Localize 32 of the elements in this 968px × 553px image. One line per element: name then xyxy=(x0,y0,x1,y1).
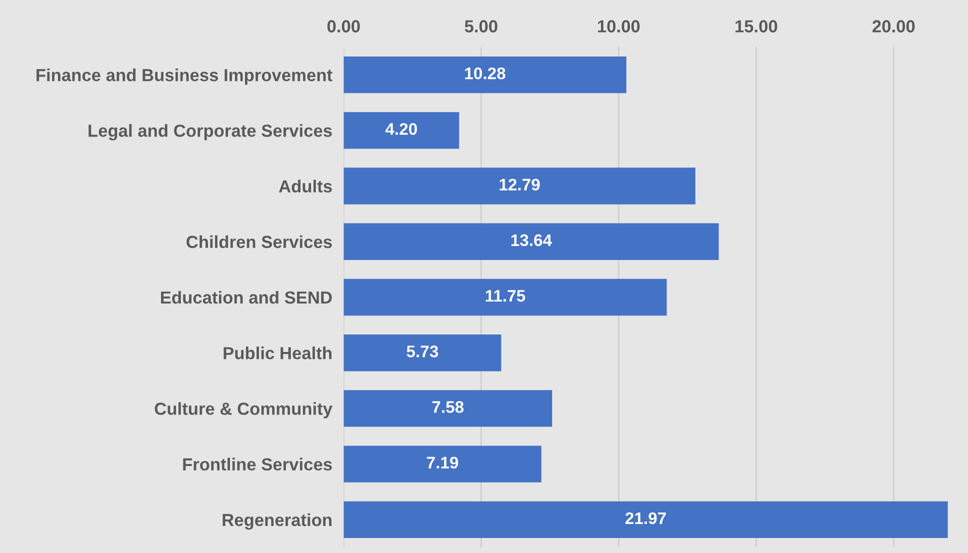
x-tick-label: 10.00 xyxy=(598,20,640,32)
bar xyxy=(344,56,626,94)
data-label: 12.79 xyxy=(500,178,540,190)
data-label: 21.97 xyxy=(625,512,666,524)
x-tick-label: 15.00 xyxy=(736,20,778,32)
data-label: 5.73 xyxy=(406,346,438,358)
bar xyxy=(344,334,502,372)
bar xyxy=(344,223,719,260)
bar xyxy=(344,501,948,538)
y-tick-label: Adults xyxy=(278,180,332,192)
x-tick-label: 20.00 xyxy=(872,20,915,32)
x-tick-label: 0.00 xyxy=(327,20,360,32)
y-tick-label: Legal and Corporate Services xyxy=(88,124,332,140)
x-tick-label: 5.00 xyxy=(464,20,498,32)
data-label: 7.19 xyxy=(427,456,458,469)
y-tick-label: Frontline Services xyxy=(183,458,332,471)
y-tick-label: Regeneration xyxy=(222,513,332,530)
data-label: 11.75 xyxy=(486,290,526,302)
y-tick-label: Public Health xyxy=(224,346,332,360)
data-label: 10.28 xyxy=(465,67,506,80)
bar xyxy=(344,446,542,482)
y-tick-label: Culture & Community xyxy=(154,402,332,418)
bar xyxy=(344,390,552,427)
bar xyxy=(344,278,667,316)
y-tick-label: Finance and Business Improvement xyxy=(36,68,332,85)
bar xyxy=(344,168,696,204)
data-label: 4.20 xyxy=(385,123,417,135)
data-label: 13.64 xyxy=(511,234,552,246)
bar xyxy=(344,112,460,149)
data-label: 7.58 xyxy=(432,401,464,413)
y-tick-label: Education and SEND xyxy=(161,290,332,304)
y-tick-label: Children Services xyxy=(186,235,332,248)
